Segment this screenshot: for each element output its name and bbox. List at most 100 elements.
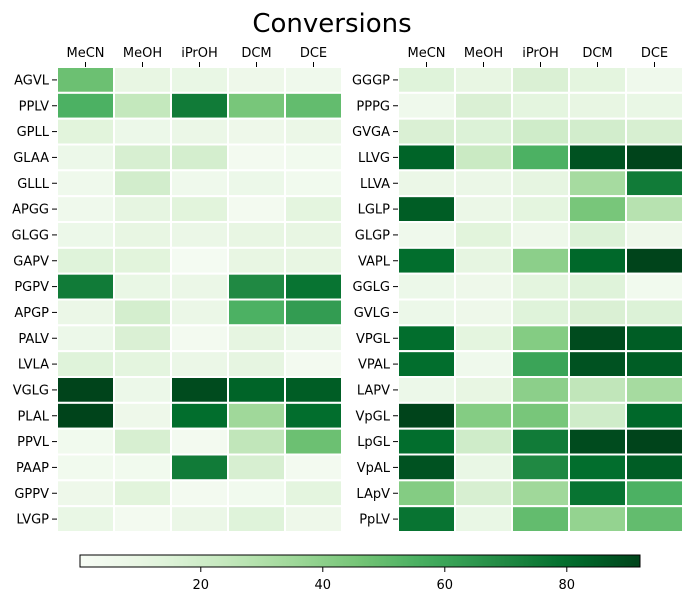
heatmap-cell	[56, 479, 115, 508]
heatmap-cell	[511, 505, 570, 534]
heatmap-cell	[284, 221, 343, 249]
colorbar-gradient	[79, 554, 641, 568]
heatmap-cell	[284, 246, 343, 275]
row-tick-label: APGG	[12, 203, 49, 218]
heatmap-cell	[454, 505, 513, 534]
column-tick-label: MeOH	[464, 46, 503, 61]
heatmap-cell	[113, 505, 172, 534]
heatmap-cell	[568, 221, 627, 249]
heatmap-cell	[170, 453, 229, 482]
heatmap-cell	[56, 401, 115, 430]
heatmap-cell	[170, 479, 229, 508]
heatmap-cell	[397, 427, 456, 456]
heatmap-cell	[56, 66, 115, 94]
heatmap-cell	[227, 427, 286, 456]
heatmap-cell	[568, 505, 627, 534]
heatmap-cell	[170, 169, 229, 198]
row-tick-label: AGVL	[14, 73, 50, 88]
heatmap-cell	[511, 143, 570, 172]
heatmap-cell	[625, 298, 684, 327]
heatmap-cell	[227, 66, 286, 94]
heatmap-cell	[227, 324, 286, 353]
heatmap-cell	[568, 376, 627, 404]
heatmap-cell	[568, 195, 627, 223]
heatmap-cell	[113, 246, 172, 275]
heatmap-cell	[454, 195, 513, 223]
heatmap-cell	[284, 195, 343, 223]
row-tick-label: VPGL	[356, 332, 391, 347]
heatmap-cell	[284, 143, 343, 172]
heatmap-cell	[56, 505, 115, 534]
heatmap-cell	[625, 221, 684, 249]
heatmap-cell	[625, 117, 684, 146]
colorbar-tick-label: 20	[193, 578, 210, 593]
heatmap-cell	[397, 324, 456, 353]
heatmap-cell	[511, 221, 570, 249]
heatmap-cell	[454, 91, 513, 120]
heatmap-cell	[454, 479, 513, 508]
row-tick-label: GLLL	[17, 177, 50, 192]
colorbar-tick-label: 40	[315, 578, 332, 593]
heatmap-cell	[284, 324, 343, 353]
heatmap-cell	[568, 350, 627, 379]
heatmap-cell	[454, 401, 513, 430]
heatmap-cell	[511, 117, 570, 146]
heatmap-panel-1: MeCN MeOH iPrOH DCM DCE AGVL PPLV GPLL GLAA GLLL A…	[12, 46, 343, 534]
heatmap-cell	[113, 376, 172, 404]
row-tick-label: GPPV	[14, 487, 49, 502]
heatmap-cell	[397, 143, 456, 172]
row-tick-label: GAPV	[13, 254, 49, 269]
row-tick-label: LLVA	[360, 177, 390, 192]
heatmap-panel-2: MeCN MeOH iPrOH DCM DCE GGGP PPPG GVGA LLVG LLVA L…	[352, 46, 684, 534]
heatmap-cell	[397, 221, 456, 249]
heatmap-cell	[397, 195, 456, 223]
heatmap-cell	[568, 324, 627, 353]
heatmap-cell	[454, 453, 513, 482]
heatmap-cell	[56, 246, 115, 275]
heatmap-cell	[227, 221, 286, 249]
row-tick-label: LpGL	[357, 435, 391, 450]
heatmap-cell	[113, 195, 172, 223]
heatmap-cell	[56, 427, 115, 456]
heatmap-cell	[625, 66, 684, 94]
heatmap-cell	[113, 479, 172, 508]
row-tick-label: GLGG	[12, 228, 49, 243]
heatmap-cell	[397, 91, 456, 120]
heatmap-cell	[170, 298, 229, 327]
row-tick-label: PLAL	[17, 409, 49, 424]
heatmap-cell	[568, 298, 627, 327]
heatmap-cell	[284, 272, 343, 301]
row-tick-label: LVLA	[18, 358, 49, 373]
heatmap-cell	[284, 479, 343, 508]
row-tick-label: PPLV	[19, 99, 49, 114]
heatmap-cell	[625, 324, 684, 353]
row-tick-label: GPLL	[17, 125, 50, 140]
heatmap-cell	[397, 350, 456, 379]
heatmap-cell	[56, 298, 115, 327]
row-tick-label: PAAP	[16, 461, 49, 476]
heatmap-cell	[113, 91, 172, 120]
row-tick-label: GVGA	[352, 125, 390, 140]
column-tick-label: DCM	[241, 46, 271, 61]
heatmap-cell	[56, 272, 115, 301]
heatmap-cell	[511, 427, 570, 456]
heatmap-cell	[511, 195, 570, 223]
heatmap-cell	[56, 169, 115, 198]
heatmap-cell	[56, 376, 115, 404]
heatmap-cell	[568, 169, 627, 198]
heatmap-cell	[227, 246, 286, 275]
heatmap-cell	[170, 66, 229, 94]
heatmap-cell	[397, 505, 456, 534]
heatmap-cell	[625, 272, 684, 301]
heatmap-cell	[397, 298, 456, 327]
heatmap-cell	[625, 376, 684, 404]
column-tick-label: DCE	[641, 46, 668, 61]
row-tick-label: APGP	[14, 306, 49, 321]
heatmap-cell	[113, 169, 172, 198]
heatmap-cell	[625, 401, 684, 430]
heatmap-cell	[454, 350, 513, 379]
heatmap-cell	[170, 505, 229, 534]
heatmap-cell	[227, 195, 286, 223]
colorbar: 20 40 60 80	[79, 554, 641, 593]
